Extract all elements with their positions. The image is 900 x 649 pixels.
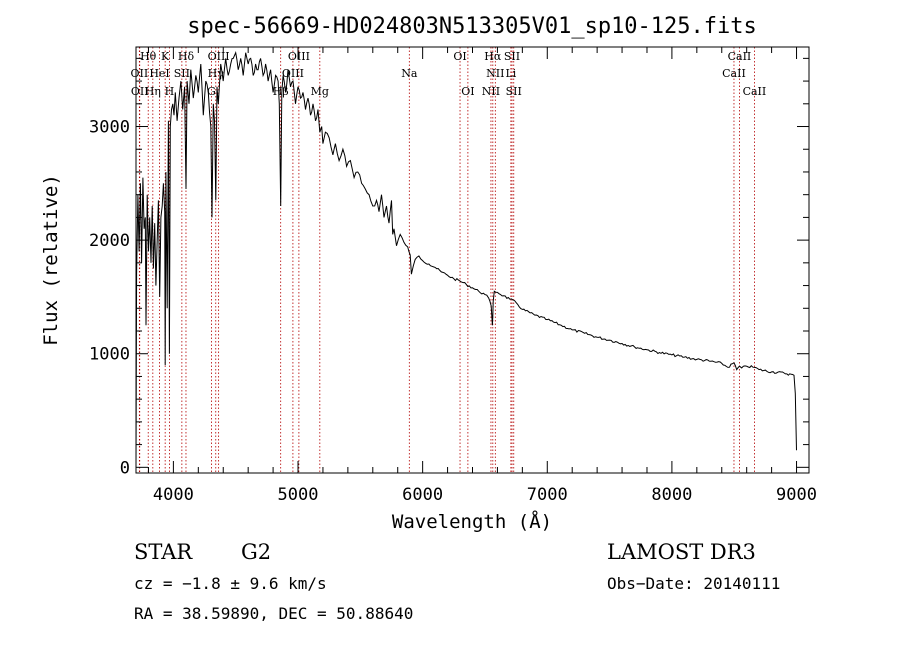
object-subclass: G2 [241, 540, 271, 564]
spectral-line-label: OIII [288, 50, 310, 63]
y-tick-label: 3000 [89, 118, 130, 138]
redshift-info: cz = −1.8 ± 9.6 km/s [134, 574, 327, 593]
plot-frame [135, 46, 810, 474]
spectral-line-label: CaII [728, 50, 752, 63]
spectral-line-label: K [161, 50, 170, 63]
x-tick-label: 6000 [402, 485, 443, 505]
observation-date: Obs−Date: 20140111 [607, 574, 780, 593]
spectral-line-label: CaII [743, 85, 767, 98]
spectral-line-label: Hη [145, 85, 161, 98]
spectral-line-label: SII [506, 85, 522, 98]
y-tick-label: 2000 [89, 231, 130, 251]
object-type: STAR [134, 540, 193, 564]
spectral-line-label: SII [174, 67, 190, 80]
x-tick-label: 5000 [278, 485, 319, 505]
spectral-line-label: Na [401, 67, 418, 80]
spectral-line-label: OIII [208, 50, 230, 63]
x-tick-label: 4000 [153, 485, 194, 505]
spectral-line-label: Hθ [140, 50, 157, 63]
y-axis-label: Flux (relative) [40, 174, 62, 346]
x-axis-ticks: 4000 5000 6000 7000 8000 9000 [147, 47, 817, 505]
spectral-line-label: NII [482, 85, 500, 98]
spectral-line-label: OII [131, 85, 149, 98]
x-tick-label: 8000 [651, 485, 692, 505]
spectral-line-label: Li [505, 67, 516, 80]
y-tick-label: 1000 [89, 345, 130, 365]
spectral-line-label: Hα [484, 50, 502, 63]
spectral-line-label: OII [131, 67, 149, 80]
chart-title: spec-56669-HD024803N513305V01_sp10-125.f… [187, 14, 757, 39]
spectral-line-label: CaII [722, 67, 746, 80]
x-tick-label: 9000 [776, 485, 817, 505]
x-axis-label: Wavelength (Å) [392, 510, 552, 533]
spectral-line-label: HeI [149, 67, 169, 80]
coordinates-info: RA = 38.59890, DEC = 50.88640 [134, 604, 413, 623]
survey-name: LAMOST DR3 [607, 540, 756, 564]
x-tick-label: 7000 [527, 485, 568, 505]
spectral-line-label: OI [461, 85, 474, 98]
y-axis-ticks: 0 1000 2000 3000 [89, 57, 809, 478]
spectral-line-label: Mg [311, 85, 329, 98]
spectrum-line [135, 50, 797, 468]
spectral-line-label: OIII [282, 67, 304, 80]
spectral-line-label: G [207, 85, 216, 98]
spectral-line-label: NII [486, 67, 504, 80]
spectral-line-label: Hδ [178, 50, 195, 63]
spectral-line-label: OI [453, 50, 466, 63]
spectral-line-label: H [165, 85, 175, 98]
spectral-line-markers [138, 47, 755, 473]
spectral-line-label: SII [504, 50, 520, 63]
y-tick-label: 0 [120, 458, 130, 478]
